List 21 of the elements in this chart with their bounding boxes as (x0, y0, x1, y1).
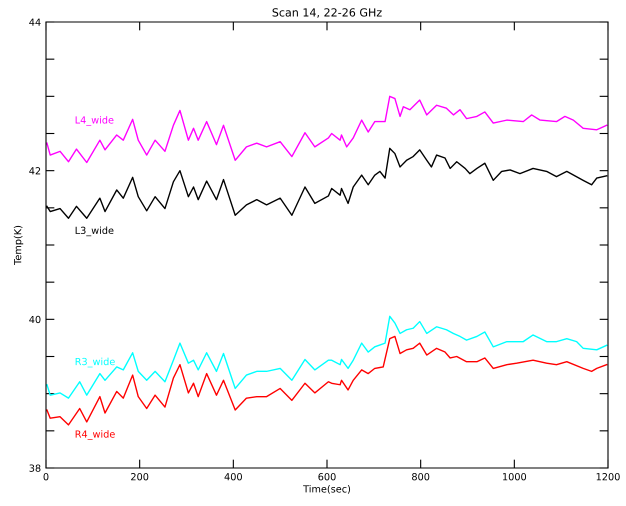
series-label: L4_wide (76, 116, 114, 126)
y-tick-label: 40 (29, 316, 40, 324)
x-tick-label: 1200 (596, 473, 620, 480)
x-tick-label: 800 (412, 473, 430, 480)
y-axis-title: Temp(K) (14, 226, 24, 265)
line-series (46, 96, 608, 164)
line-series (46, 336, 608, 426)
x-tick-label: 400 (224, 473, 242, 480)
x-tick-label: 1000 (503, 473, 526, 480)
x-tick-label: 200 (131, 473, 148, 480)
x-axis-title: Time(sec) (303, 485, 350, 494)
series-label: L3_wide (76, 226, 114, 236)
series-label: R3_wide (76, 358, 115, 368)
x-tick-label: 600 (318, 473, 336, 480)
y-tick-label: 38 (30, 464, 40, 472)
y-tick-label: 42 (29, 167, 40, 174)
line-series (46, 316, 608, 399)
y-tick-label: 44 (29, 18, 41, 26)
x-tick-label: 0 (44, 473, 48, 480)
chart-title: Scan 14, 22-26 GHz (272, 8, 382, 18)
series-label: R4_wide (76, 430, 115, 440)
